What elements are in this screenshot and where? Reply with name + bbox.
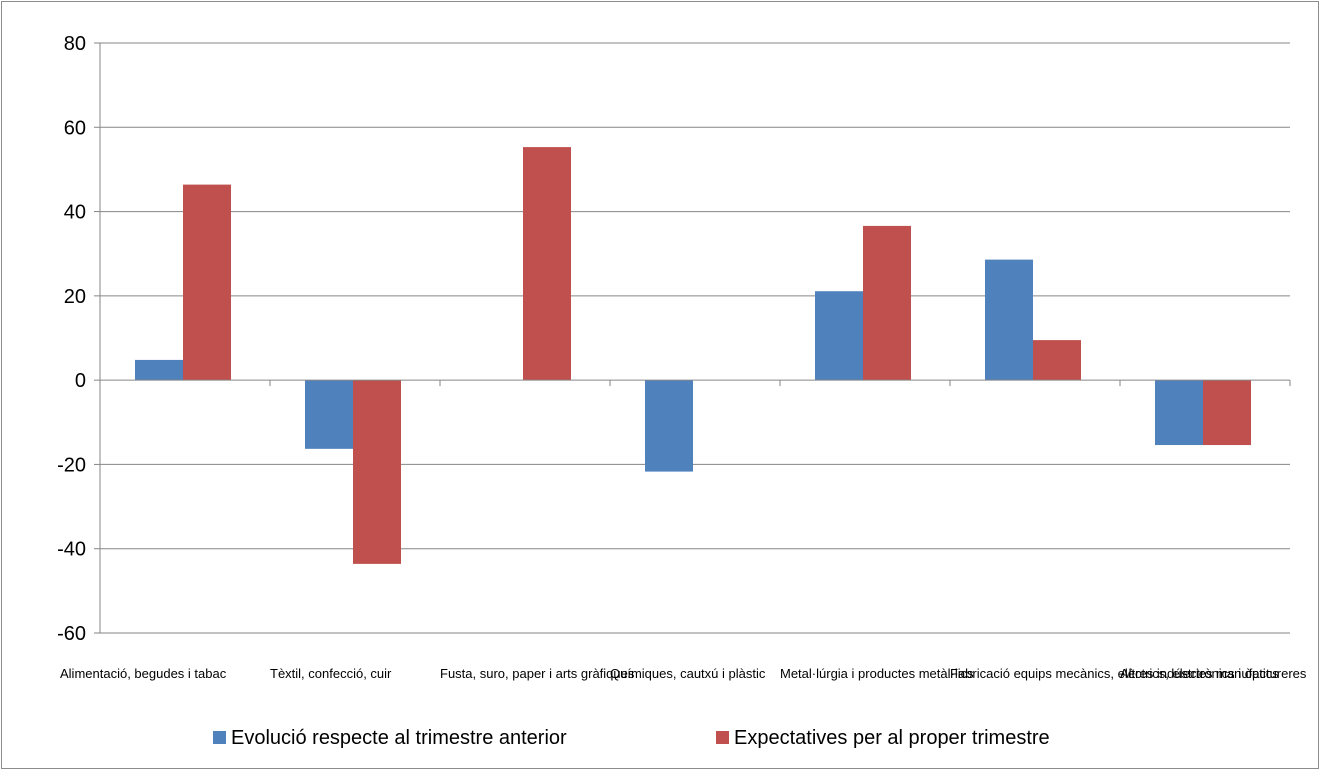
gridlines bbox=[94, 42, 1290, 634]
y-tick-label: -40 bbox=[57, 539, 86, 561]
bars bbox=[135, 147, 1251, 564]
y-tick-label: -20 bbox=[57, 454, 86, 476]
legend-item: Expectatives per al proper trimestre bbox=[716, 727, 1050, 749]
y-tick-label: 40 bbox=[64, 202, 86, 224]
bar-series-2 bbox=[523, 147, 571, 381]
bar-series-1 bbox=[985, 259, 1033, 381]
x-tick-label: Fusta, suro, paper i arts gràfiques bbox=[440, 666, 635, 681]
legend-item: Evolució respecte al trimestre anterior bbox=[213, 727, 567, 749]
bar-series-2 bbox=[863, 225, 911, 381]
bar-series-1 bbox=[135, 359, 183, 381]
legend-label: Evolució respecte al trimestre anterior bbox=[231, 727, 567, 749]
legend: Evolució respecte al trimestre anterior E… bbox=[213, 727, 1050, 749]
bar-series-2 bbox=[183, 184, 231, 381]
bar-series-1 bbox=[645, 380, 693, 472]
x-tick-label: Metal·lúrgia i productes metàl·lics bbox=[780, 666, 974, 681]
legend-swatch bbox=[213, 731, 226, 744]
x-tick-label: Fabricació equips mecànics, elèctrics, e… bbox=[950, 666, 1279, 681]
axes bbox=[99, 43, 1291, 633]
y-tick-label: 60 bbox=[64, 117, 86, 139]
bar-series-2 bbox=[1033, 340, 1081, 381]
bar-series-1 bbox=[305, 380, 353, 449]
legend-label: Expectatives per al proper trimestre bbox=[734, 727, 1050, 749]
bar-series-2 bbox=[1203, 380, 1251, 446]
y-tick-label: 20 bbox=[64, 286, 86, 308]
x-tick-label: Tèxtil, confecció, cuir bbox=[270, 666, 392, 681]
x-tick-label: Alimentació, begudes i tabac bbox=[60, 666, 227, 681]
y-tick-label: 80 bbox=[64, 33, 86, 55]
x-tick-label: Altres indústries manufactureres bbox=[1120, 666, 1307, 681]
y-tick-labels: -60 -40 -20 0 20 40 60 80 bbox=[57, 33, 86, 645]
bar-series-2 bbox=[353, 380, 401, 564]
x-tick-label: Químiques, cautxú i plàstic bbox=[610, 666, 766, 681]
bar-series-1 bbox=[1155, 380, 1203, 446]
x-tick-labels: Alimentació, begudes i tabac Tèxtil, conf… bbox=[60, 666, 1307, 681]
legend-swatch bbox=[716, 731, 729, 744]
y-tick-label: 0 bbox=[75, 370, 86, 392]
bar-series-1 bbox=[815, 291, 863, 381]
y-tick-label: -60 bbox=[57, 623, 86, 645]
